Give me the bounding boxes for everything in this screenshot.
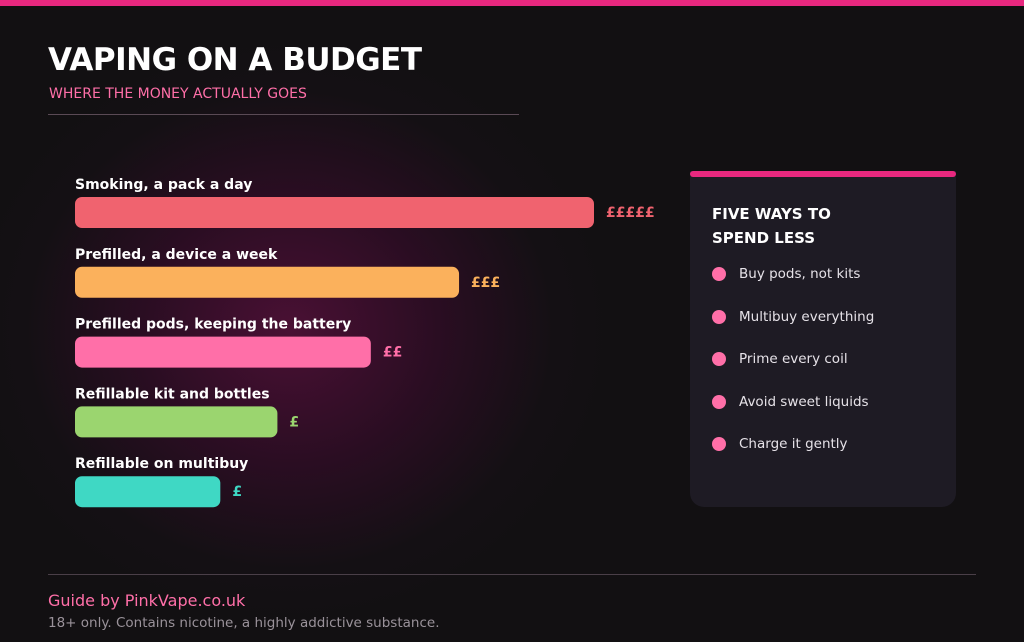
panel-accent (690, 171, 956, 177)
tip-text: Avoid sweet liquids (739, 393, 869, 410)
tip-item: Charge it gently (712, 434, 848, 454)
value-label: £££ (471, 275, 500, 291)
chart: Smoking, a pack a day£££££Prefilled, a d… (75, 177, 655, 508)
category-label: Prefilled pods, keeping the battery (75, 317, 351, 333)
category-label: Refillable on multibuy (75, 456, 248, 472)
bar (75, 406, 278, 438)
bar (75, 197, 594, 228)
subtitle: WHERE THE MONEY ACTUALLY GOES (49, 86, 307, 102)
divider (48, 574, 976, 575)
value-label: ££ (383, 345, 402, 361)
tip-text: Charge it gently (739, 436, 848, 452)
value-label: £ (289, 414, 299, 430)
bullet (712, 394, 726, 409)
tip-item: Buy pods, not kits (712, 264, 860, 284)
credit: Guide by PinkVape.co.uk (48, 591, 246, 610)
top-stripe (0, 0, 1024, 6)
bullet (712, 437, 726, 451)
bullet (712, 267, 726, 281)
bar (75, 336, 371, 368)
title: VAPING ON A BUDGET (48, 42, 422, 78)
divider (48, 114, 519, 115)
bullet (712, 352, 726, 366)
tip-item: Multibuy everything (712, 307, 874, 327)
tip-text: Prime every coil (739, 351, 848, 367)
bullet (712, 309, 726, 324)
category-label: Smoking, a pack a day (75, 177, 252, 193)
bar (75, 266, 460, 298)
bar (75, 476, 221, 508)
tip-text: Multibuy everything (739, 308, 875, 325)
tip-item: Prime every coil (712, 349, 848, 369)
category-label: Prefilled, a device a week (75, 247, 278, 263)
tips-title: FIVE WAYS TO SPEND LESS (712, 205, 831, 247)
tip-text: Buy pods, not kits (739, 266, 861, 282)
tip-item: Avoid sweet liquids (712, 392, 869, 412)
value-label: £££££ (606, 205, 655, 221)
value-label: £ (232, 484, 242, 500)
category-label: Refillable kit and bottles (75, 386, 270, 402)
disclaimer: 18+ only. Contains nicotine, a highly ad… (48, 615, 440, 631)
tips-panel: FIVE WAYS TO SPEND LESS Buy pods, not ki… (690, 171, 956, 507)
